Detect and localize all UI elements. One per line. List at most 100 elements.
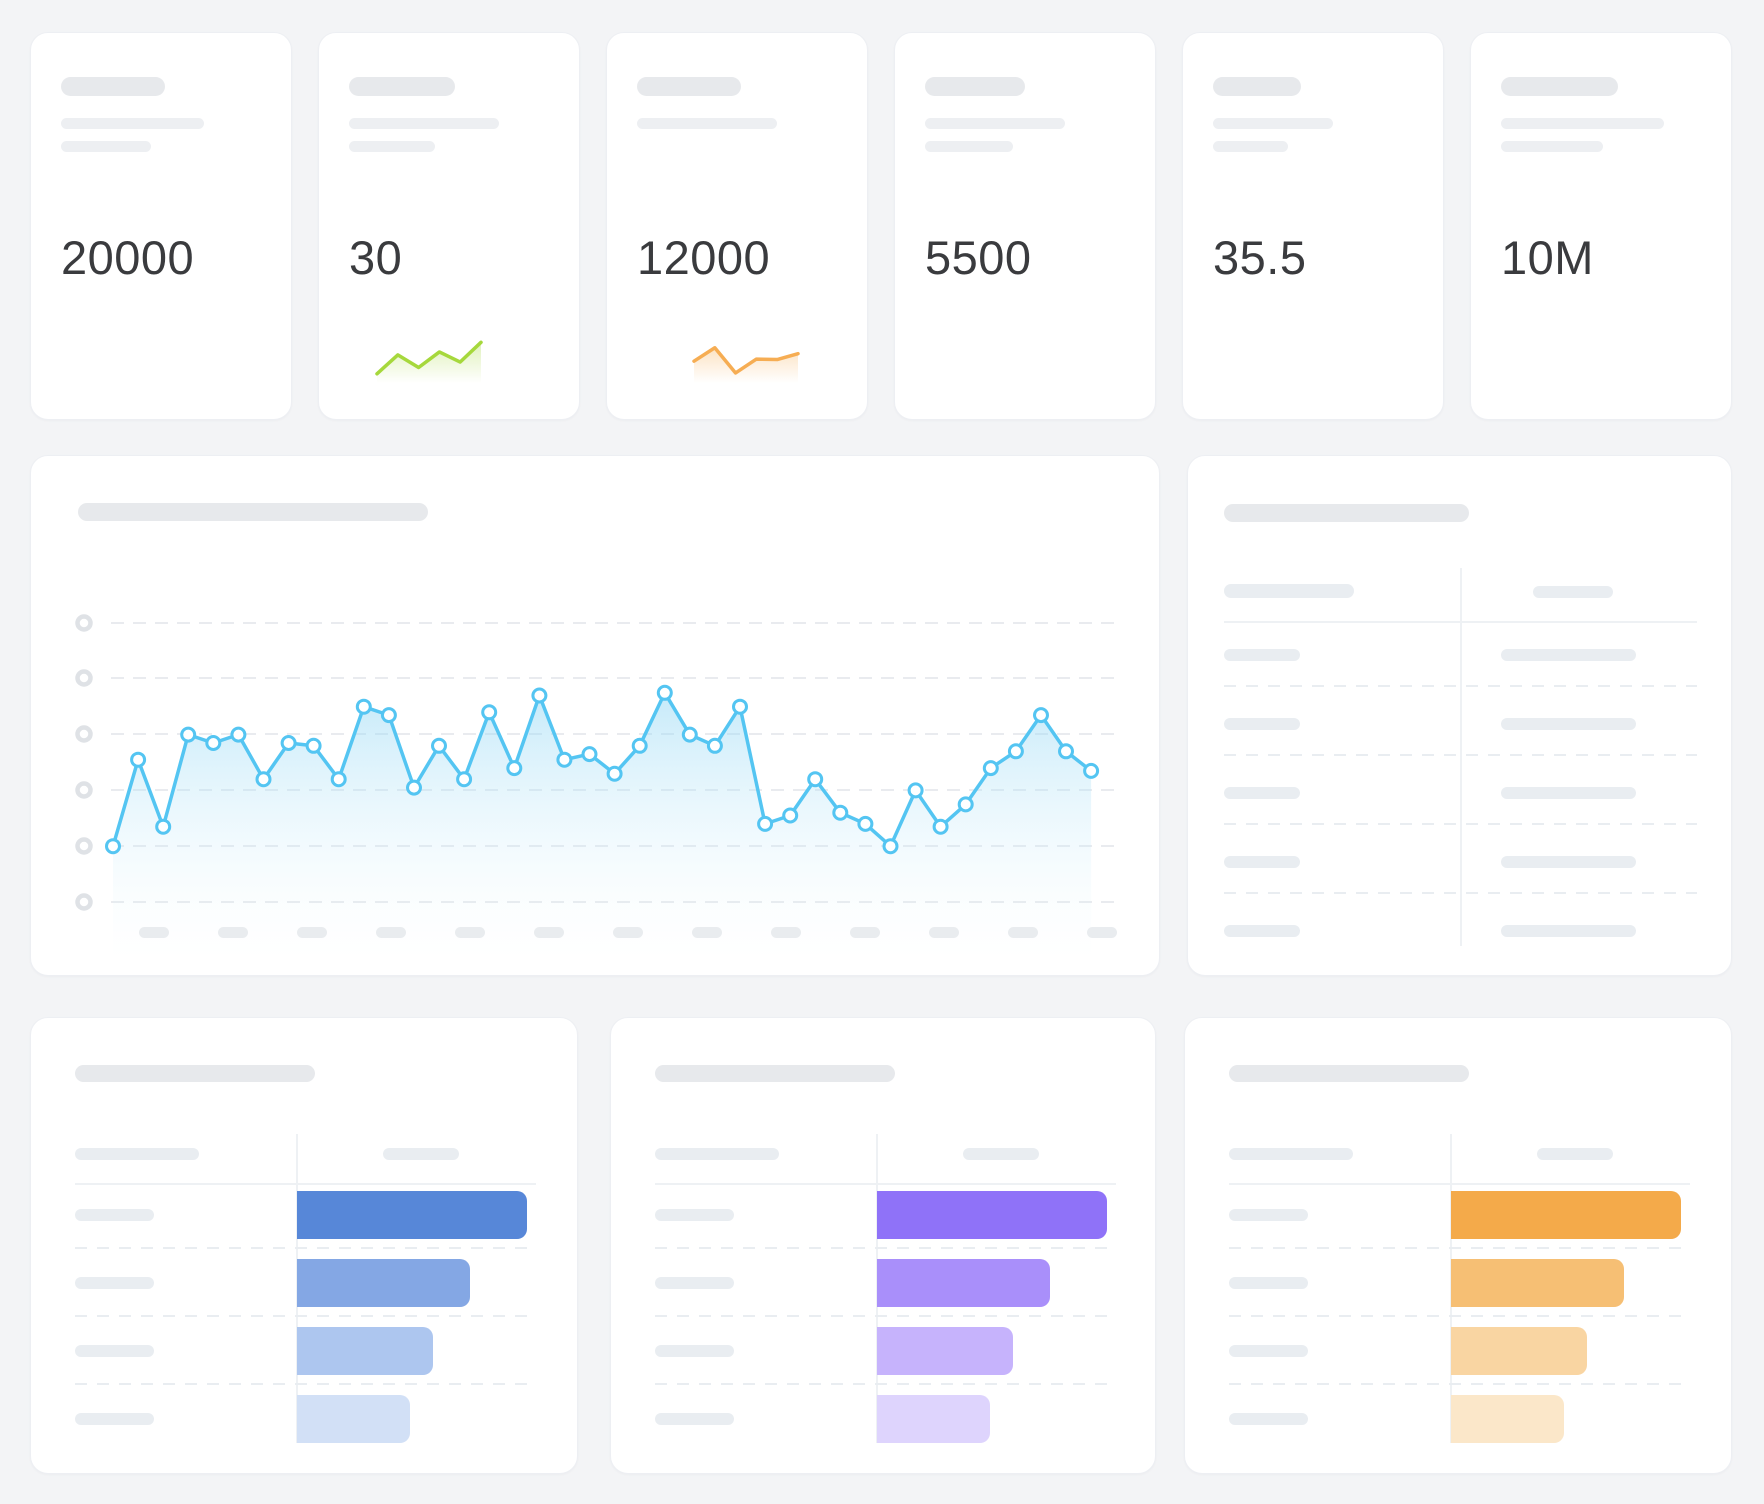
bar-row-label-skeleton	[655, 1345, 734, 1357]
card-title-skeleton	[1224, 504, 1469, 522]
bar-row-label-skeleton	[75, 1413, 154, 1425]
stat-card-3: 12000	[606, 32, 868, 420]
table-row-divider	[1224, 685, 1697, 687]
bar-table-header-skeleton-right	[963, 1148, 1039, 1160]
bar-table-header-skeleton-left	[1229, 1148, 1353, 1160]
bar-table-header-divider	[1229, 1183, 1690, 1185]
card-title-skeleton	[655, 1065, 895, 1082]
sparkline-orange-icon	[692, 346, 800, 383]
table-card	[1187, 455, 1732, 976]
bar-row-label-skeleton	[655, 1209, 734, 1221]
bar-chart-card-blue	[30, 1017, 578, 1474]
stat-subtitle-skeleton	[349, 141, 435, 152]
stat-value: 20000	[61, 231, 195, 284]
bar-row-label-skeleton	[1229, 1277, 1308, 1289]
stat-subtitle-skeleton	[61, 118, 204, 129]
horizontal-bar	[877, 1327, 1013, 1375]
stat-title-skeleton	[925, 77, 1025, 96]
bar-row-divider	[1229, 1383, 1690, 1385]
table-cell-skeleton	[1501, 787, 1636, 799]
horizontal-bar	[1451, 1259, 1624, 1307]
table-header-skeleton-right	[1533, 586, 1613, 598]
stat-subtitle-skeleton	[1213, 118, 1333, 129]
horizontal-bar	[877, 1191, 1107, 1239]
bar-row-label-skeleton	[75, 1209, 154, 1221]
table-cell-skeleton	[1224, 925, 1300, 937]
stat-title-skeleton	[1213, 77, 1301, 96]
table-vertical-divider	[1460, 568, 1462, 946]
table-cell-skeleton	[1224, 649, 1300, 661]
table-row-divider	[1224, 823, 1697, 825]
table-cell-skeleton	[1501, 856, 1636, 868]
area-chart	[75, 614, 1123, 961]
horizontal-bar	[1451, 1191, 1681, 1239]
table-header-divider	[1224, 621, 1697, 623]
bar-row-divider	[1229, 1247, 1690, 1249]
bar-row-divider	[1229, 1315, 1690, 1317]
stat-subtitle-skeleton	[349, 118, 499, 129]
card-title-skeleton	[1229, 1065, 1469, 1082]
table-cell-skeleton	[1224, 787, 1300, 799]
bar-row-label-skeleton	[655, 1413, 734, 1425]
bar-chart-card-purple	[610, 1017, 1156, 1474]
stat-value: 10M	[1501, 231, 1594, 284]
stat-card-5: 35.5	[1182, 32, 1444, 420]
bar-table-header-skeleton-right	[1537, 1148, 1613, 1160]
stat-subtitle-skeleton	[637, 118, 777, 129]
horizontal-bar	[1451, 1327, 1587, 1375]
horizontal-bar	[297, 1395, 410, 1443]
card-title-skeleton	[75, 1065, 315, 1082]
table-row-divider	[1224, 892, 1697, 894]
stat-title-skeleton	[349, 77, 455, 96]
bar-row-label-skeleton	[1229, 1413, 1308, 1425]
stat-value: 30	[349, 231, 403, 284]
stat-subtitle-skeleton	[925, 118, 1065, 129]
bar-table-header-skeleton-left	[75, 1148, 199, 1160]
table-cell-skeleton	[1501, 925, 1636, 937]
stat-subtitle-skeleton	[1501, 118, 1664, 129]
stat-card-2: 30	[318, 32, 580, 420]
table-cell-skeleton	[1501, 649, 1636, 661]
bar-table-header-skeleton-left	[655, 1148, 779, 1160]
bar-row-divider	[75, 1383, 536, 1385]
bar-row-divider	[75, 1247, 536, 1249]
stat-value: 35.5	[1213, 231, 1307, 284]
stat-card-1: 20000	[30, 32, 292, 420]
horizontal-bar	[877, 1259, 1050, 1307]
horizontal-bar	[297, 1327, 433, 1375]
stat-subtitle-skeleton	[61, 141, 151, 152]
bar-table-header-divider	[655, 1183, 1116, 1185]
bar-table-header-skeleton-right	[383, 1148, 459, 1160]
table-header-skeleton-left	[1224, 584, 1354, 598]
bar-table-header-divider	[75, 1183, 536, 1185]
stat-title-skeleton	[637, 77, 741, 96]
sparkline-green-icon	[375, 340, 483, 383]
horizontal-bar	[877, 1395, 990, 1443]
bar-row-label-skeleton	[75, 1345, 154, 1357]
bar-chart-card-orange	[1184, 1017, 1732, 1474]
bar-row-label-skeleton	[1229, 1209, 1308, 1221]
table-cell-skeleton	[1501, 718, 1636, 730]
stat-title-skeleton	[61, 77, 165, 96]
bar-row-label-skeleton	[655, 1277, 734, 1289]
area-chart-card	[30, 455, 1160, 976]
card-title-skeleton	[78, 503, 428, 521]
stat-subtitle-skeleton	[925, 141, 1013, 152]
horizontal-bar	[1451, 1395, 1564, 1443]
stat-card-6: 10M	[1470, 32, 1732, 420]
bar-row-divider	[75, 1315, 536, 1317]
bar-row-label-skeleton	[1229, 1345, 1308, 1357]
horizontal-bar	[297, 1259, 470, 1307]
stat-card-4: 5500	[894, 32, 1156, 420]
bar-row-divider	[655, 1315, 1116, 1317]
table-cell-skeleton	[1224, 718, 1300, 730]
stat-value: 5500	[925, 231, 1032, 284]
stat-title-skeleton	[1501, 77, 1618, 96]
stat-subtitle-skeleton	[1213, 141, 1288, 152]
stat-value: 12000	[637, 231, 771, 284]
bar-row-label-skeleton	[75, 1277, 154, 1289]
bar-row-divider	[655, 1247, 1116, 1249]
bar-row-divider	[655, 1383, 1116, 1385]
table-cell-skeleton	[1224, 856, 1300, 868]
